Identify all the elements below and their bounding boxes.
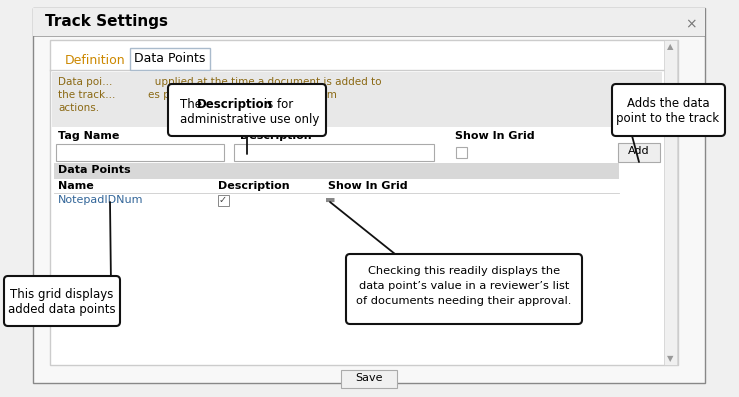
Text: ▲: ▲ [667, 42, 673, 51]
Text: Tag Name: Tag Name [58, 131, 120, 141]
FancyBboxPatch shape [346, 254, 582, 324]
FancyBboxPatch shape [341, 370, 397, 388]
FancyBboxPatch shape [130, 48, 210, 70]
FancyBboxPatch shape [664, 40, 677, 365]
Text: Track Settings: Track Settings [45, 14, 168, 29]
Text: Show In Grid: Show In Grid [328, 181, 408, 191]
Text: Name: Name [58, 181, 94, 191]
Text: ▼: ▼ [667, 354, 673, 363]
FancyBboxPatch shape [33, 8, 705, 383]
Text: Adds the data: Adds the data [627, 97, 709, 110]
Text: point to the track: point to the track [616, 112, 720, 125]
FancyBboxPatch shape [4, 276, 120, 326]
Text: Data Points: Data Points [134, 52, 205, 65]
FancyBboxPatch shape [54, 163, 619, 179]
FancyBboxPatch shape [618, 143, 660, 162]
FancyBboxPatch shape [56, 144, 224, 161]
Text: Show In Grid: Show In Grid [455, 131, 534, 141]
Text: NotepadIDNum: NotepadIDNum [58, 195, 143, 205]
Text: administrative use only: administrative use only [180, 113, 319, 126]
Text: Description: Description [240, 131, 312, 141]
Text: Data poi…             upplied at the time a document is added to: Data poi… upplied at the time a document… [58, 77, 381, 87]
Text: actions.: actions. [58, 103, 99, 113]
Text: ×: × [685, 17, 697, 31]
Text: The: The [180, 98, 205, 111]
FancyBboxPatch shape [33, 8, 705, 36]
Text: Description: Description [218, 181, 290, 191]
Text: Checking this readily displays the: Checking this readily displays the [368, 266, 560, 276]
FancyBboxPatch shape [52, 72, 662, 127]
Text: ✓: ✓ [219, 195, 227, 205]
FancyBboxPatch shape [234, 144, 434, 161]
Text: Add: Add [628, 146, 650, 156]
Text: of documents needing their approval.: of documents needing their approval. [356, 296, 572, 306]
Text: is for: is for [260, 98, 293, 111]
FancyBboxPatch shape [456, 147, 467, 158]
FancyBboxPatch shape [218, 195, 229, 206]
Text: data point’s value in a reviewer’s list: data point’s value in a reviewer’s list [359, 281, 569, 291]
Text: the track…          es process to automatically perform: the track… es process to automatically p… [58, 90, 337, 100]
Text: ▬: ▬ [324, 195, 336, 205]
FancyBboxPatch shape [168, 84, 326, 136]
FancyBboxPatch shape [612, 84, 725, 136]
Text: This grid displays: This grid displays [10, 288, 114, 301]
FancyBboxPatch shape [50, 40, 678, 365]
Text: added data points: added data points [8, 303, 116, 316]
Text: Save: Save [355, 373, 383, 383]
Text: Description: Description [197, 98, 273, 111]
Text: Data Points: Data Points [58, 165, 131, 175]
Text: Definition: Definition [65, 54, 126, 67]
